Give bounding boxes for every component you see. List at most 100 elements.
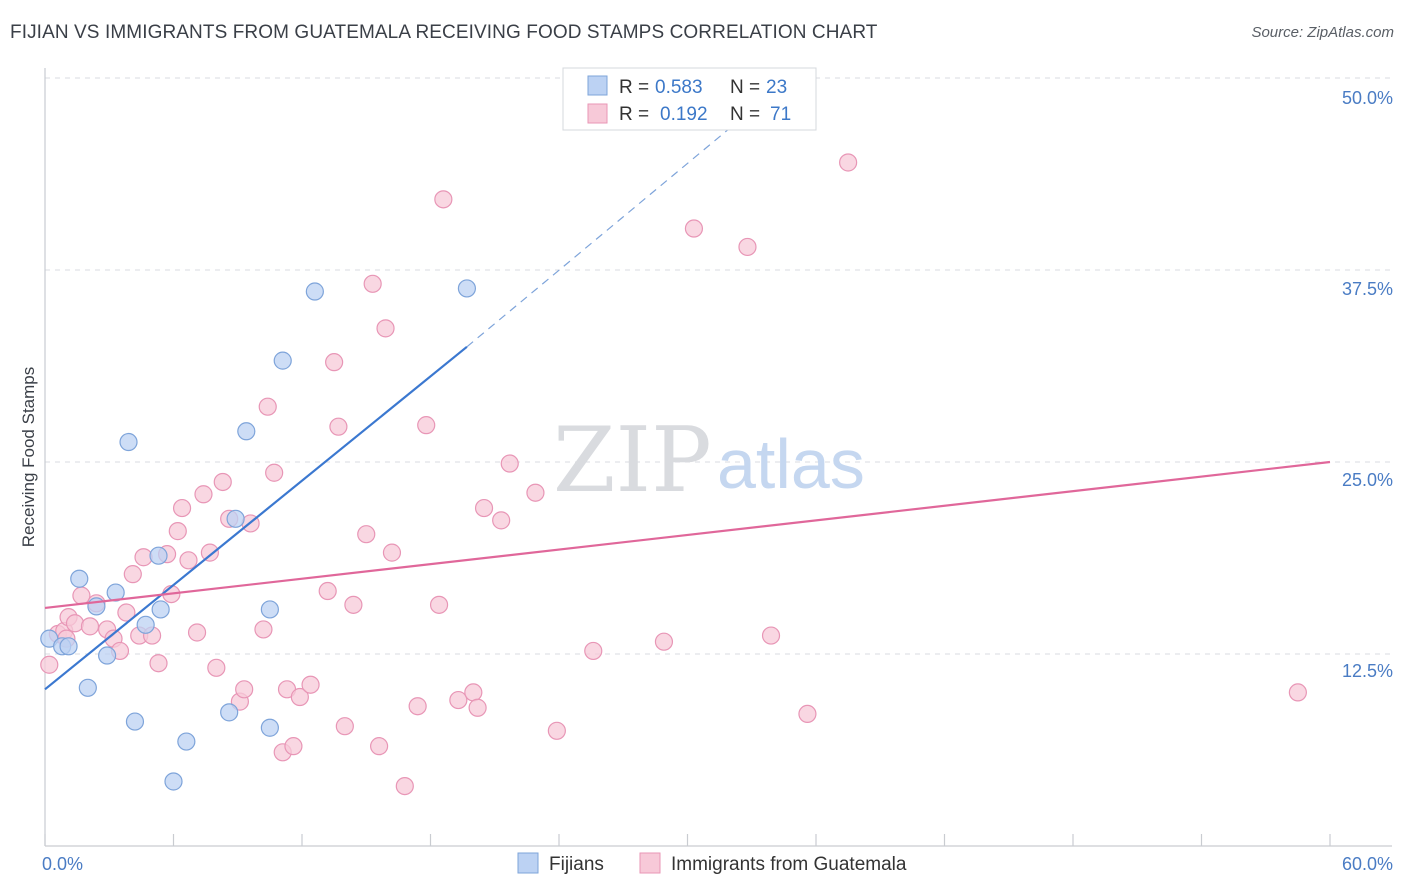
fijians-point-6 [98, 646, 117, 665]
guatemala-point-20 [172, 498, 192, 518]
guatemala-point-0 [40, 655, 59, 674]
fijians-point-7 [106, 583, 125, 602]
fijians-point-13 [164, 772, 183, 791]
fijians-point-19 [260, 718, 279, 737]
guatemala-point-69 [1288, 683, 1307, 702]
guatemala-point-11 [117, 603, 136, 622]
x-tick-label-min: 0.0% [42, 854, 83, 874]
fijians-point-12 [151, 600, 170, 619]
trend-lines [44, 100, 1331, 691]
chart-title: FIJIAN VS IMMIGRANTS FROM GUATEMALA RECE… [10, 22, 878, 43]
guatemala-point-57 [474, 498, 494, 518]
fijians-point-21 [305, 282, 324, 301]
guatemala-point-41 [329, 417, 348, 436]
legend-r-value-fijians: 0.583 [655, 77, 703, 98]
fijians-point-15 [220, 703, 239, 722]
guatemala-point-24 [200, 543, 220, 562]
legend-n-label-guatemala: N = [730, 104, 760, 125]
guatemala-point-12 [123, 565, 142, 584]
guatemala-point-23 [194, 485, 213, 504]
guatemala-point-54 [449, 690, 468, 710]
y-tick-label-12-5: 12.5% [1342, 661, 1393, 681]
guatemala-point-5 [72, 586, 91, 605]
guatemala-point-36 [284, 737, 303, 756]
guatemala-point-19 [168, 522, 187, 541]
fijians-point-3 [70, 569, 89, 588]
guatemala-point-39 [318, 581, 337, 601]
guatemala-point-61 [547, 721, 566, 740]
legend-r-label-guatemala: R = [619, 104, 649, 125]
guatemala-point-49 [395, 776, 414, 796]
guatemala-point-50 [408, 697, 427, 716]
fijians-point-16 [226, 509, 245, 528]
guatemala-point-52 [429, 595, 449, 614]
y-tick-label-25: 25.0% [1342, 470, 1393, 490]
guatemala-point-67 [798, 704, 817, 724]
fijians-point-18 [260, 600, 279, 619]
guatemala-point-63 [654, 632, 674, 651]
fijians-point-20 [273, 351, 292, 370]
guatemala-point-29 [235, 680, 254, 699]
fijians-point-11 [149, 546, 168, 565]
legend-swatch-fijians [587, 75, 608, 96]
guatemala-point-43 [344, 595, 363, 614]
y-tick-labels: 50.0% 37.5% 25.0% 12.5% [1342, 88, 1393, 681]
bottom-legend-label-guatemala: Immigrants from Guatemala [671, 854, 907, 875]
guatemala-point-51 [417, 416, 436, 435]
bottom-legend-label-fijians: Fijians [549, 854, 604, 875]
guatemala-point-25 [207, 658, 226, 677]
guatemala-point-14 [134, 548, 153, 567]
fijians-trend-extension [466, 100, 763, 348]
legend-n-value-fijians: 23 [766, 77, 787, 98]
bottom-legend-swatch-fijians [517, 852, 539, 874]
guatemala-point-45 [363, 274, 382, 293]
guatemala-point-42 [335, 717, 354, 736]
guatemala-point-37 [290, 687, 309, 707]
y-tick-label-50: 50.0% [1342, 88, 1393, 108]
legend-swatch-guatemala [587, 103, 608, 124]
guatemala-point-32 [258, 397, 277, 416]
legend-r-label-fijians: R = [619, 77, 649, 98]
fijians-point-4 [78, 678, 97, 697]
fijians-point-9 [125, 712, 145, 731]
guatemala-point-68 [839, 153, 858, 172]
guatemala-point-64 [684, 219, 704, 238]
guatemala-point-58 [492, 511, 511, 530]
guatemala-point-40 [325, 353, 344, 372]
legend-n-label-fijians: N = [730, 77, 760, 98]
gridlines [45, 77, 1392, 655]
fijians-point-8 [119, 432, 138, 452]
fijians-point-10 [136, 615, 155, 634]
fijians-point-17 [237, 422, 256, 441]
x-axis-ticks [44, 834, 1331, 846]
series-legend: Fijians Immigrants from Guatemala [517, 852, 907, 875]
bottom-legend-swatch-guatemala [639, 852, 661, 874]
guatemala-point-62 [584, 641, 603, 661]
series-fijians-points [40, 279, 477, 791]
guatemala-point-4 [65, 614, 85, 633]
watermark-zip: ZIP [553, 408, 712, 513]
stats-legend: R = 0.583 N = 23 R = 0.192 N = 71 [562, 67, 817, 131]
guatemala-point-21 [179, 551, 198, 570]
guatemala-point-53 [434, 190, 453, 209]
guatemala-point-26 [213, 472, 232, 492]
fijians-point-2 [59, 637, 78, 656]
guatemala-point-46 [370, 737, 389, 756]
fijians-point-22 [457, 279, 477, 298]
guatemala-point-65 [738, 237, 757, 257]
y-axis-label: Receiving Food Stamps [19, 367, 38, 547]
chart-source: Source: ZipAtlas.com [1251, 24, 1394, 41]
guatemala-point-60 [526, 483, 545, 502]
guatemala-point-16 [149, 654, 168, 673]
guatemala-point-59 [500, 454, 519, 473]
fijians-point-14 [177, 732, 196, 751]
y-tick-label-37-5: 37.5% [1342, 279, 1393, 299]
guatemala-point-56 [468, 698, 487, 717]
guatemala-point-33 [265, 463, 284, 482]
guatemala-point-66 [761, 626, 781, 645]
guatemala-point-6 [80, 617, 100, 636]
fijians-trend-line [44, 345, 468, 691]
guatemala-point-31 [254, 620, 273, 639]
guatemala-trend-line [44, 460, 1331, 610]
